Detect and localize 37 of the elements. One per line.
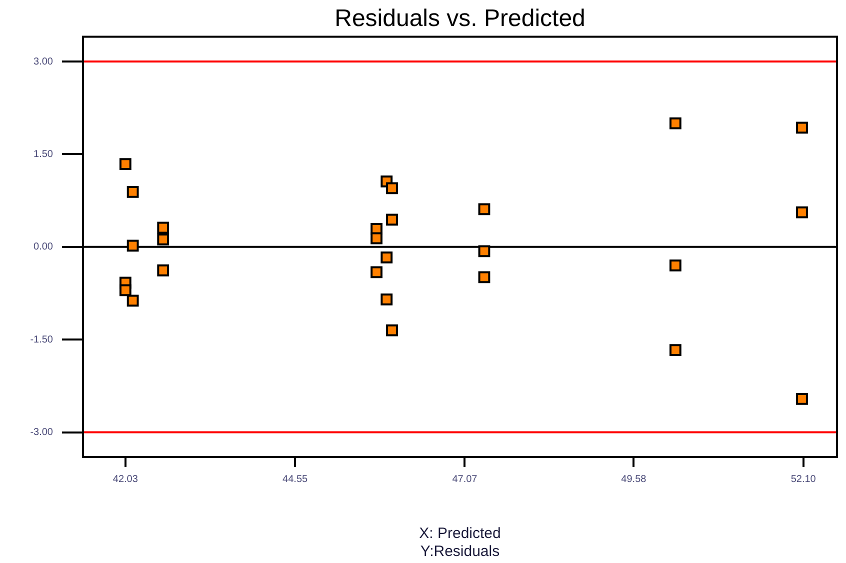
x-axis-title: X: Predicted [419, 525, 501, 542]
x-tick-label: 49.58 [621, 474, 647, 485]
point [370, 232, 382, 244]
point [126, 186, 139, 198]
y-tick-label: -1.50 [30, 334, 54, 346]
point [386, 214, 398, 226]
point [478, 271, 490, 284]
point [669, 259, 682, 272]
point [669, 344, 682, 356]
point [380, 293, 393, 306]
point [370, 266, 382, 278]
point [157, 222, 170, 234]
point [669, 117, 682, 130]
point [796, 206, 808, 218]
x-tick-label: 52.10 [790, 474, 816, 485]
y-tick-label: -3.00 [30, 427, 54, 438]
point [796, 122, 808, 134]
point [157, 264, 170, 276]
point [386, 324, 398, 336]
point [126, 294, 139, 307]
point [796, 392, 808, 405]
y-tick-label: 0.00 [34, 242, 54, 253]
x-tick-label: 47.07 [452, 474, 478, 485]
point [380, 251, 393, 264]
point [157, 234, 170, 246]
y-tick-label: 3.00 [34, 56, 54, 68]
point [119, 158, 132, 170]
point [478, 203, 490, 216]
point [386, 182, 398, 194]
x-tick-label: 44.55 [282, 474, 308, 485]
chart-title: Residuals vs. Predicted [334, 5, 586, 32]
point [478, 245, 490, 258]
point [126, 240, 139, 252]
x-tick-label: 42.03 [112, 474, 138, 485]
y-tick-label: 1.50 [34, 148, 54, 160]
text: Y:Residuals [420, 543, 500, 560]
point [119, 284, 132, 296]
